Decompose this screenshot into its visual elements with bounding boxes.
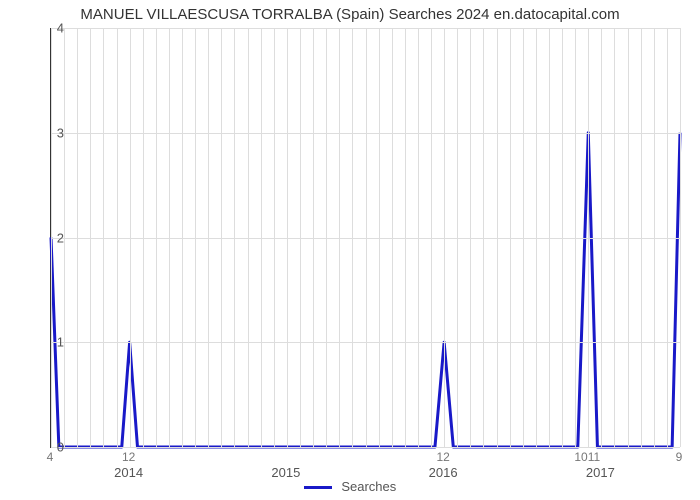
gridline-v bbox=[483, 28, 484, 447]
gridline-v bbox=[300, 28, 301, 447]
gridline-v bbox=[103, 28, 104, 447]
y-tick-label: 3 bbox=[44, 125, 64, 140]
gridline-v bbox=[654, 28, 655, 447]
gridline-v bbox=[601, 28, 602, 447]
gridline-v bbox=[628, 28, 629, 447]
gridline-v bbox=[497, 28, 498, 447]
x-major-label: 2014 bbox=[114, 465, 143, 480]
gridline-v bbox=[667, 28, 668, 447]
gridline-v bbox=[261, 28, 262, 447]
gridline-v bbox=[339, 28, 340, 447]
gridline-v bbox=[326, 28, 327, 447]
gridline-v bbox=[248, 28, 249, 447]
gridline-h bbox=[51, 447, 680, 448]
y-tick-label: 4 bbox=[44, 21, 64, 36]
plot-area bbox=[50, 28, 680, 448]
legend-label: Searches bbox=[341, 479, 396, 494]
x-minor-label: 1011 bbox=[574, 450, 600, 464]
gridline-v bbox=[169, 28, 170, 447]
gridline-v bbox=[549, 28, 550, 447]
legend: Searches bbox=[0, 479, 700, 494]
gridline-v bbox=[641, 28, 642, 447]
gridline-v bbox=[130, 28, 131, 447]
x-major-label: 2016 bbox=[429, 465, 458, 480]
x-minor-label: 12 bbox=[122, 450, 135, 464]
gridline-v bbox=[418, 28, 419, 447]
gridline-v bbox=[274, 28, 275, 447]
gridline-v bbox=[221, 28, 222, 447]
gridline-v bbox=[405, 28, 406, 447]
chart-container: MANUEL VILLAESCUSA TORRALBA (Spain) Sear… bbox=[0, 0, 700, 500]
gridline-v bbox=[64, 28, 65, 447]
gridline-v bbox=[588, 28, 589, 447]
gridline-v bbox=[457, 28, 458, 447]
gridline-v bbox=[287, 28, 288, 447]
gridline-v bbox=[313, 28, 314, 447]
x-minor-label: 12 bbox=[436, 450, 449, 464]
gridline-v bbox=[90, 28, 91, 447]
y-tick-label: 1 bbox=[44, 335, 64, 350]
x-minor-label: 4 bbox=[47, 450, 54, 464]
gridline-v bbox=[156, 28, 157, 447]
gridline-v bbox=[536, 28, 537, 447]
gridline-v bbox=[444, 28, 445, 447]
gridline-v bbox=[562, 28, 563, 447]
gridline-v bbox=[379, 28, 380, 447]
gridline-v bbox=[523, 28, 524, 447]
gridline-v bbox=[431, 28, 432, 447]
legend-swatch bbox=[304, 486, 332, 489]
x-major-label: 2017 bbox=[586, 465, 615, 480]
chart-title: MANUEL VILLAESCUSA TORRALBA (Spain) Sear… bbox=[0, 6, 700, 23]
gridline-v bbox=[195, 28, 196, 447]
gridline-v bbox=[510, 28, 511, 447]
x-major-label: 2015 bbox=[271, 465, 300, 480]
gridline-v bbox=[614, 28, 615, 447]
gridline-v bbox=[77, 28, 78, 447]
gridline-v bbox=[208, 28, 209, 447]
gridline-v bbox=[575, 28, 576, 447]
gridline-v bbox=[392, 28, 393, 447]
gridline-v bbox=[234, 28, 235, 447]
gridline-v bbox=[117, 28, 118, 447]
gridline-v bbox=[143, 28, 144, 447]
gridline-v bbox=[470, 28, 471, 447]
y-tick-label: 2 bbox=[44, 230, 64, 245]
gridline-v bbox=[680, 28, 681, 447]
x-minor-label: 9 bbox=[676, 450, 683, 464]
gridline-v bbox=[366, 28, 367, 447]
gridline-v bbox=[352, 28, 353, 447]
gridline-v bbox=[182, 28, 183, 447]
